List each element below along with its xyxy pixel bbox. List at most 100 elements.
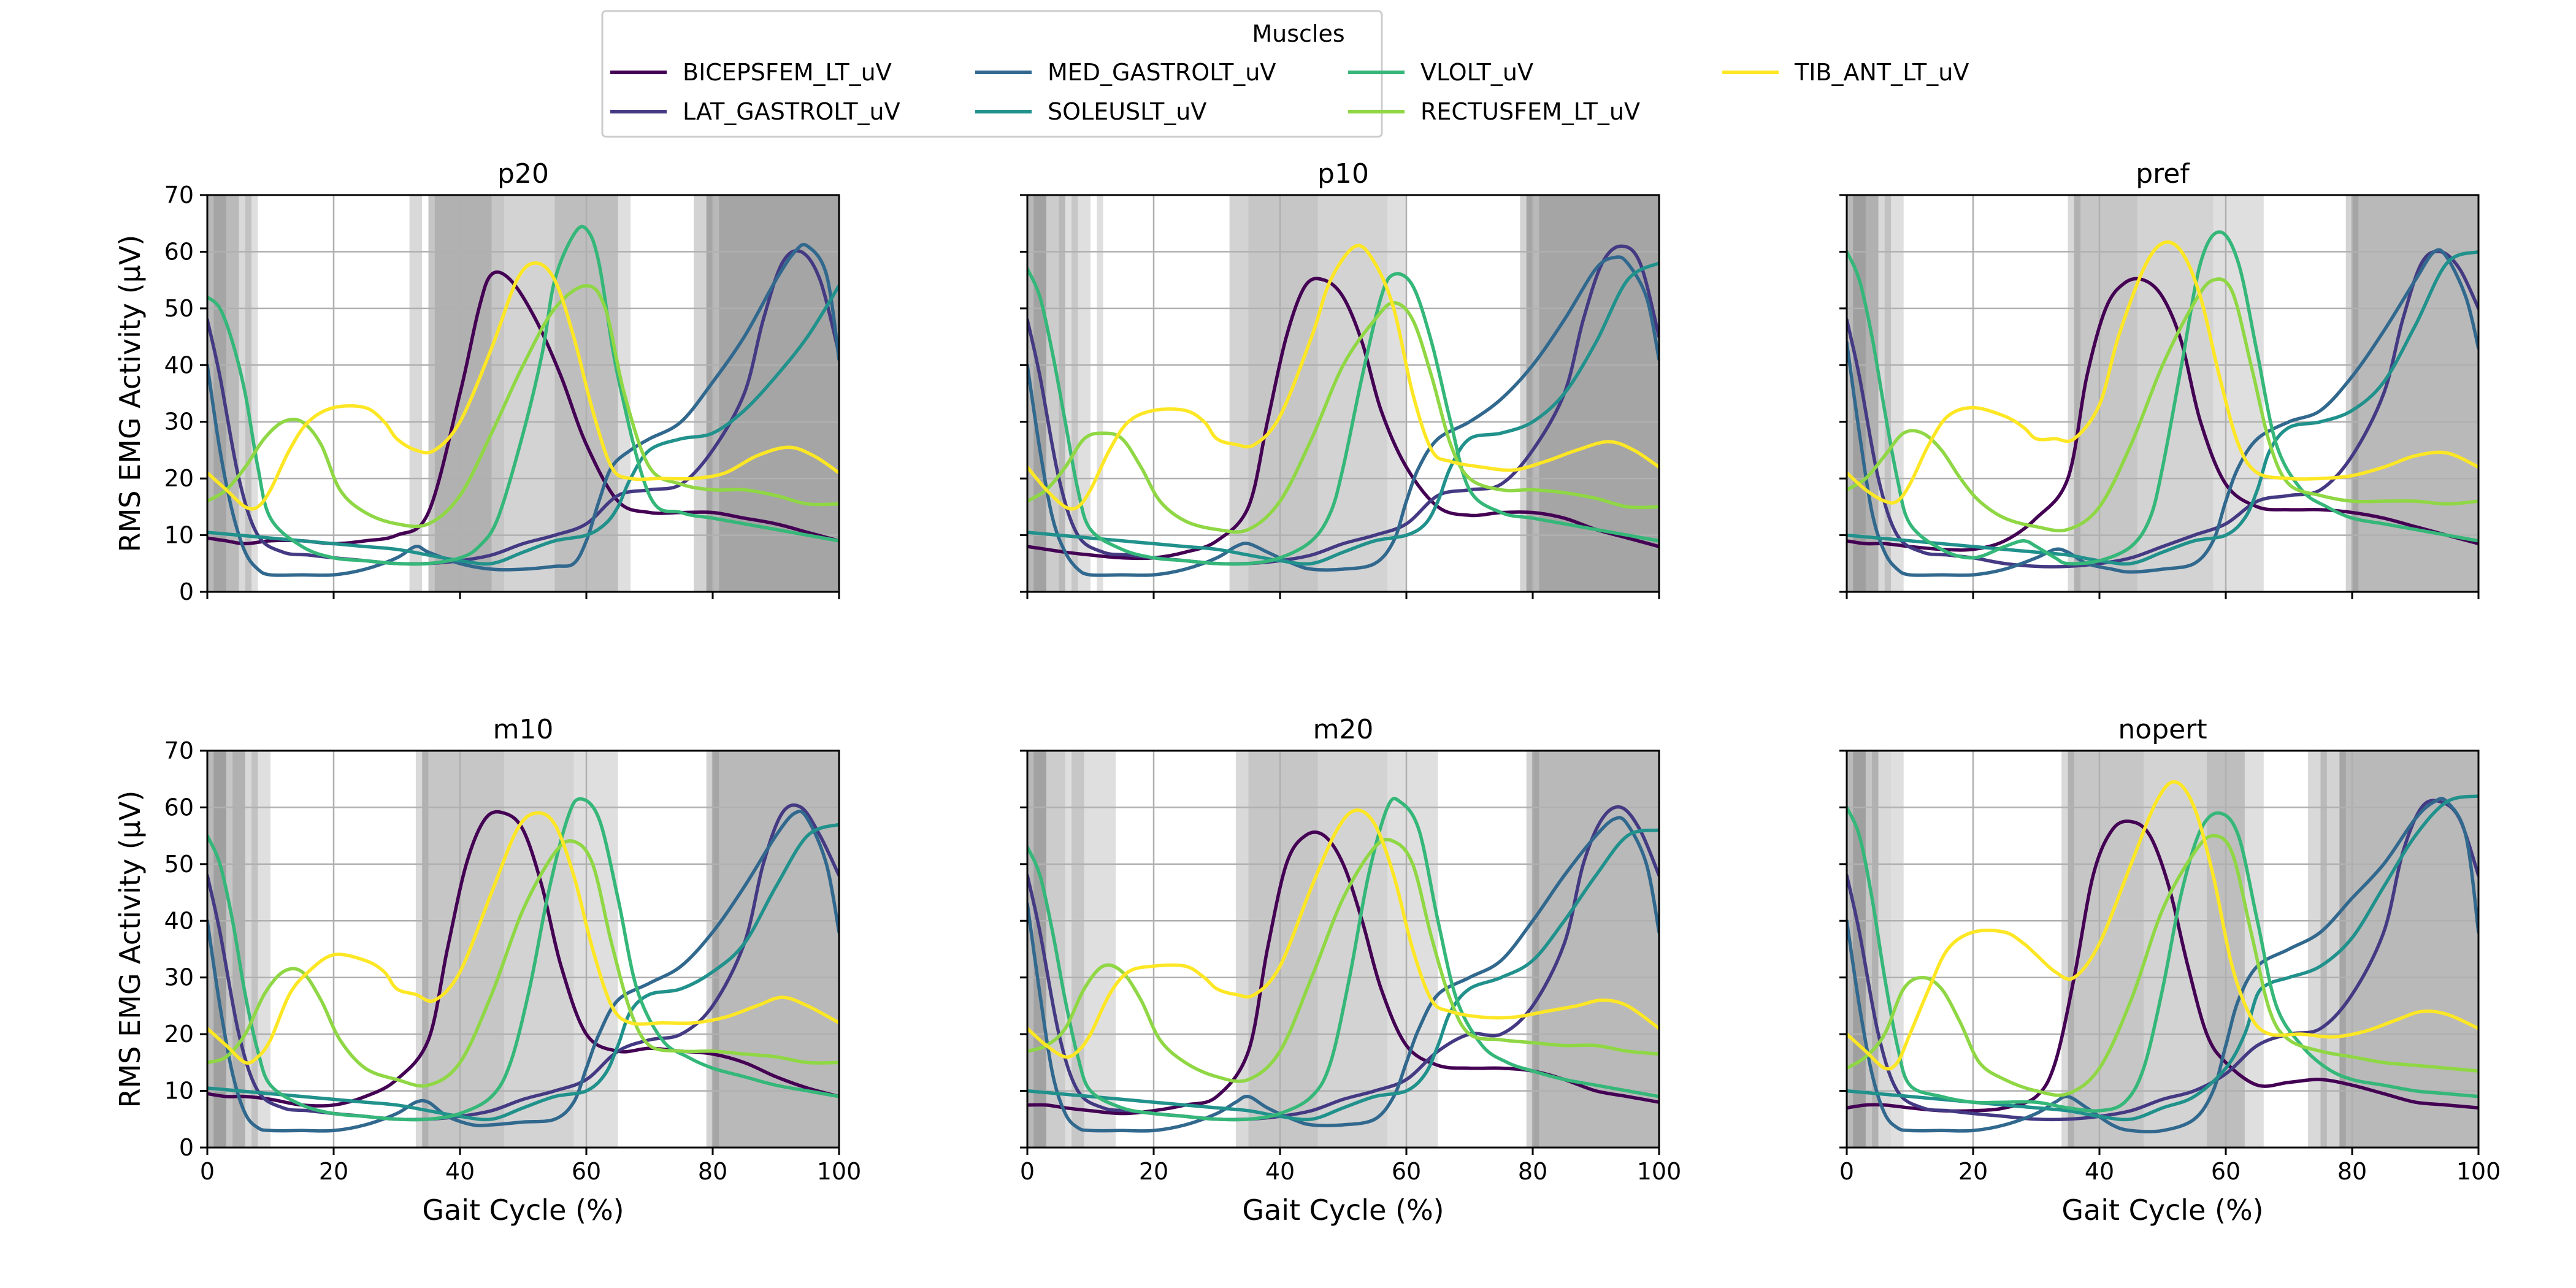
subplot-title: nopert (2118, 714, 2207, 745)
series-line-VLOLT_uV (1847, 805, 2478, 1113)
series-lines (1847, 780, 2478, 1133)
x-tick-label: 0 (1020, 1158, 1035, 1185)
series-line-RECTUSFEM_LT_uV (207, 284, 839, 529)
axes-frame (1846, 749, 2480, 1149)
ticks (1020, 194, 1660, 599)
y-tick-label: 60 (164, 238, 194, 265)
series-line-BICEPSFEM_LT_uV (1027, 277, 1659, 561)
series-line-VLOLT_uV (1027, 267, 1659, 566)
legend-items: BICEPSFEM_LT_uV LAT_GASTROLT_uV MED_GASTRO… (610, 59, 1969, 125)
series-line-RECTUSFEM_LT_uV (1027, 301, 1659, 534)
y-tick-label: 40 (164, 907, 194, 934)
series-line-SOLEUSLT_uV (207, 822, 839, 1122)
subplot-title: p20 (497, 158, 549, 190)
subplot-p10: p10 (1020, 158, 1660, 599)
x-tick-label: 60 (2211, 1158, 2241, 1185)
shaded-region (1891, 751, 1904, 1148)
y-tick-label: 50 (164, 851, 194, 878)
ticks: 0 20 40 60 80 100 (1020, 749, 1681, 1185)
series-line-RECTUSFEM_LT_uV (1027, 837, 1659, 1083)
phase-shading (1847, 751, 2478, 1148)
shaded-region (1248, 751, 1318, 1148)
phase-shading (207, 751, 839, 1148)
x-axis-label: Gait Cycle (%) (1242, 1194, 1444, 1227)
y-tick-label: 0 (179, 1134, 194, 1161)
x-tick-label: 80 (2337, 1158, 2367, 1185)
y-tick-label: 60 (164, 794, 194, 821)
series-lines (207, 224, 839, 577)
series-line-BICEPSFEM_LT_uV (1847, 277, 2478, 552)
x-tick-label: 20 (1139, 1158, 1168, 1185)
legend-label: TIB_ANT_LT_uV (1794, 59, 1969, 86)
shaded-region (1865, 195, 1892, 592)
ticks: 0 10 20 30 40 50 60 70 (164, 182, 840, 605)
series-line-TIB_ANT_LT_uV (1027, 243, 1659, 511)
series-line-RECTUSFEM_LT_uV (207, 839, 839, 1088)
legend-entry: VLOLT_uV (1348, 59, 1533, 86)
series-line-SOLEUSLT_uV (1847, 250, 2478, 566)
subplot-nopert: 0 20 40 60 80 100 nopert Gait Cycle (%) (1839, 714, 2501, 1227)
x-tick-label: 40 (1265, 1158, 1295, 1185)
series-line-VLOLT_uV (1847, 230, 2478, 565)
shaded-region (1071, 751, 1116, 1148)
shaded-region (1235, 751, 1249, 1148)
legend-entry: BICEPSFEM_LT_uV (610, 59, 892, 86)
legend-label: VLOLT_uV (1420, 59, 1533, 86)
axes-frame (1026, 194, 1660, 593)
x-tick-label: 60 (572, 1158, 601, 1185)
subplot-m10: 0 20 40 60 80 100 0 10 20 30 40 50 60 70 m10 Gait Cycle… (113, 714, 861, 1227)
x-tick-label: 80 (1518, 1158, 1547, 1185)
axes-frame (1026, 749, 1660, 1149)
subplot-grid: 0 10 20 30 40 50 60 70 p20 RMS EMG Activity (µV) p… (113, 158, 2501, 1227)
y-tick-label: 40 (164, 351, 194, 378)
y-axis-label: RMS EMG Activity (µV) (113, 235, 147, 553)
shaded-region (1097, 195, 1103, 592)
series-line-MED_GASTROLT_uV (1847, 248, 2478, 577)
x-tick-label: 100 (817, 1158, 862, 1185)
shaded-region (213, 751, 245, 1148)
x-tick-label: 60 (1392, 1158, 1421, 1185)
series-line-VLOLT_uV (1027, 797, 1659, 1122)
shaded-region (713, 751, 839, 1148)
y-tick-label: 30 (164, 964, 194, 991)
subplot-title: pref (2136, 158, 2190, 190)
series-line-TIB_ANT_LT_uV (1027, 808, 1659, 1059)
y-tick-label: 70 (164, 737, 194, 764)
x-tick-label: 20 (319, 1158, 348, 1185)
legend: Muscles BICEPSFEM_LT_uV LAT_GASTROLT_uV ME… (601, 10, 1969, 138)
y-tick-label: 70 (164, 182, 194, 209)
series-line-SOLEUSLT_uV (207, 284, 839, 566)
axes-frame (206, 749, 840, 1149)
shaded-region (409, 195, 423, 592)
series-lines (1027, 243, 1659, 577)
x-tick-label: 100 (2456, 1158, 2501, 1185)
series-lines (1027, 797, 1659, 1133)
y-axis-label: RMS EMG Activity (µV) (113, 791, 147, 1108)
series-line-LAT_GASTROLT_uV (1027, 244, 1659, 566)
y-tick-label: 50 (164, 295, 194, 322)
x-tick-label: 20 (1958, 1158, 1988, 1185)
ticks: 0 20 40 60 80 100 (1839, 749, 2501, 1185)
x-tick-label: 40 (445, 1158, 475, 1185)
y-tick-label: 0 (179, 578, 194, 605)
shaded-region (434, 195, 492, 592)
legend-entry: RECTUSFEM_LT_uV (1348, 98, 1640, 125)
series-line-TIB_ANT_LT_uV (207, 811, 839, 1065)
series-line-TIB_ANT_LT_uV (1847, 240, 2478, 505)
legend-entry: LAT_GASTROLT_uV (610, 98, 900, 125)
axes-frame (206, 194, 840, 593)
axes-frame (1846, 194, 2480, 593)
legend-label: RECTUSFEM_LT_uV (1420, 98, 1640, 125)
series-lines (207, 797, 839, 1133)
subplot-p20: 0 10 20 30 40 50 60 70 p20 RMS EMG Activity (µV) (113, 158, 840, 605)
series-line-VLOLT_uV (207, 797, 839, 1122)
series-line-TIB_ANT_LT_uV (1847, 780, 2478, 1071)
phase-shading (1027, 751, 1659, 1148)
y-tick-label: 20 (164, 465, 194, 492)
series-line-SOLEUSLT_uV (1027, 828, 1659, 1122)
legend-label: LAT_GASTROLT_uV (683, 98, 900, 125)
legend-entry: MED_GASTROLT_uV (975, 59, 1276, 86)
subplot-title: p10 (1317, 158, 1369, 190)
shaded-region (719, 195, 839, 592)
x-tick-label: 0 (1839, 1158, 1854, 1185)
